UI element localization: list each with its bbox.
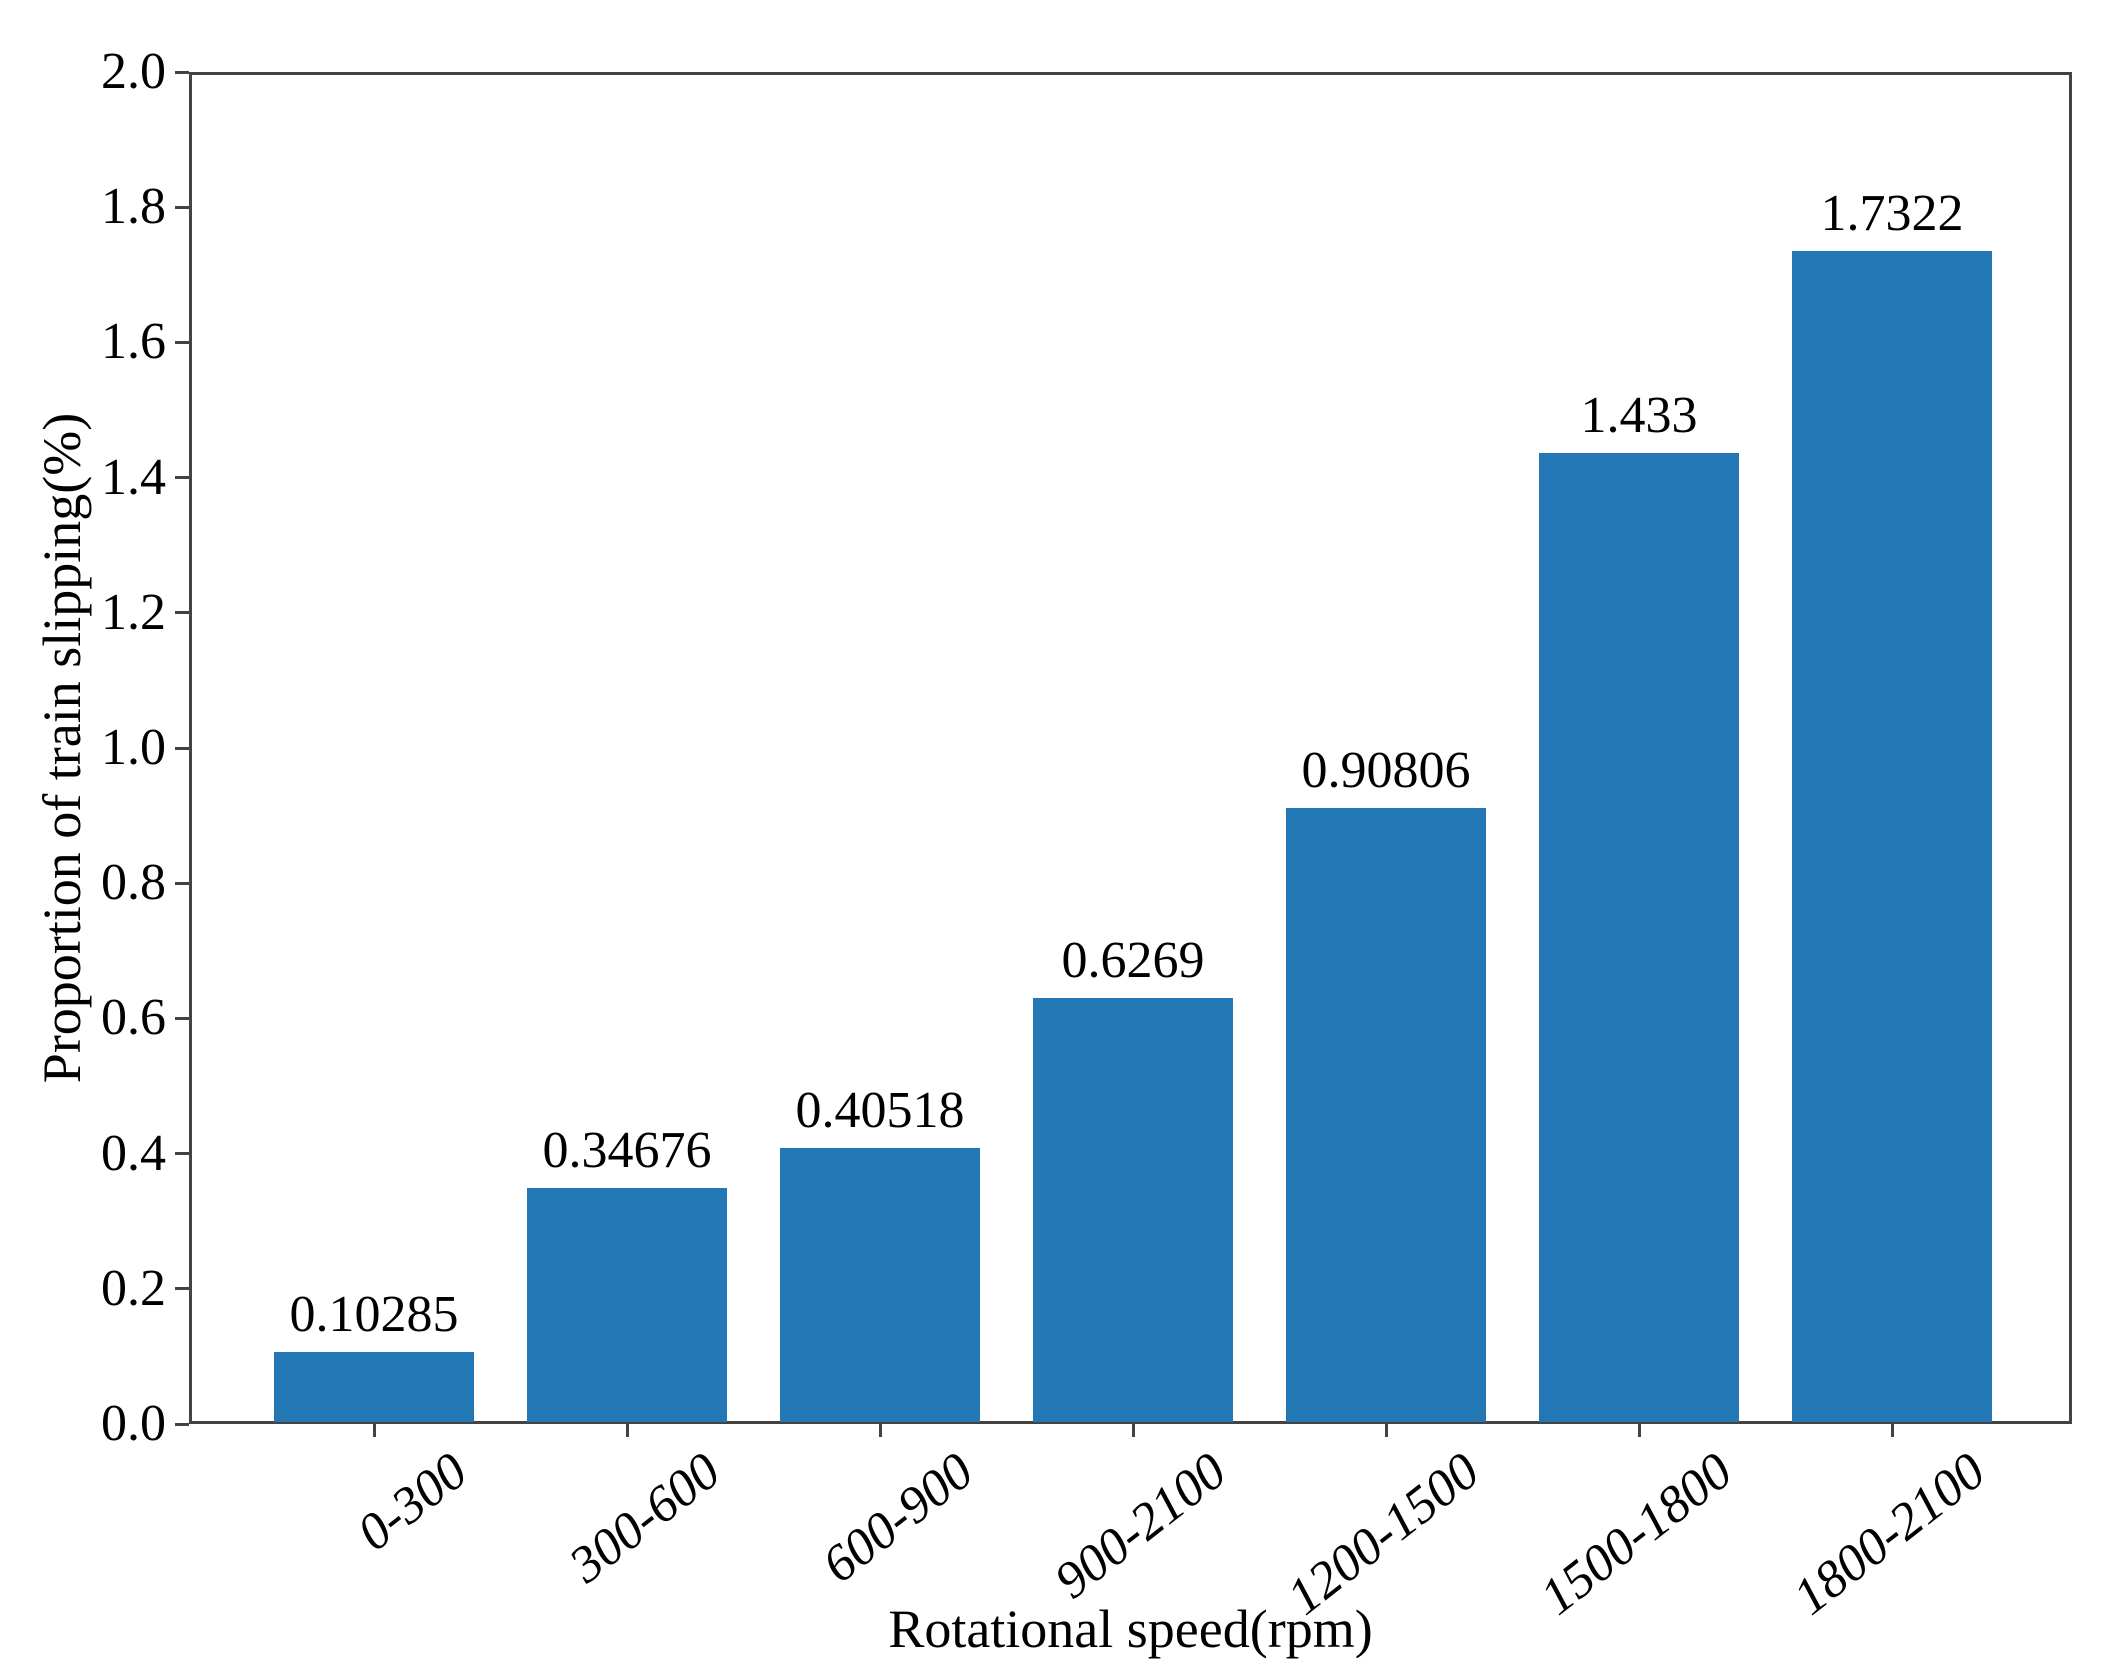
y-tick-label: 1.0 (101, 719, 166, 776)
bar (780, 1148, 980, 1422)
y-axis-tick (175, 746, 189, 750)
y-tick-label: 1.8 (101, 178, 166, 236)
y-tick-label: 0.6 (101, 989, 166, 1047)
bar-value-label: 0.40518 (795, 1082, 965, 1140)
y-axis-tick (175, 340, 189, 344)
x-axis-tick (372, 1424, 376, 1437)
x-axis-tick (1384, 1424, 1388, 1437)
y-tick-label: 0.4 (101, 1124, 166, 1182)
y-axis-tick (175, 476, 189, 480)
bar (1539, 453, 1739, 1422)
bar-value-label: 0.34676 (542, 1121, 712, 1179)
y-tick-label: 1.4 (101, 448, 166, 506)
x-axis-tick (625, 1424, 629, 1437)
y-axis-tick (175, 611, 189, 615)
x-axis-tick (878, 1424, 882, 1437)
y-axis-tick (175, 1152, 189, 1156)
bar-value-label: 0.6269 (1061, 932, 1205, 990)
bar (1286, 808, 1486, 1422)
x-axis-tick (1637, 1424, 1641, 1437)
bar-value-label: 1.7322 (1820, 185, 1964, 243)
y-tick-label: 1.6 (101, 313, 166, 371)
bar-value-label: 0.90806 (1301, 742, 1471, 800)
y-tick-label: 1.2 (101, 583, 166, 641)
y-tick-label: 0.2 (101, 1259, 166, 1317)
bar (274, 1352, 474, 1422)
y-tick-label: 0.0 (101, 1395, 166, 1452)
y-axis-tick (175, 1016, 189, 1020)
x-axis-tick (1131, 1424, 1135, 1437)
y-axis-tick (175, 205, 189, 209)
y-axis-tick (175, 881, 189, 885)
bar-value-label: 0.10285 (289, 1286, 459, 1344)
bar-value-label: 1.433 (1580, 387, 1698, 445)
bar (1792, 251, 1992, 1422)
x-axis-title: Rotational speed(rpm) (888, 1599, 1373, 1659)
y-tick-label: 0.8 (101, 854, 166, 912)
bar (1033, 998, 1233, 1422)
y-axis-tick (175, 1287, 189, 1291)
y-axis-tick (175, 70, 189, 74)
bar (527, 1187, 727, 1422)
y-tick-label: 2.0 (101, 43, 166, 100)
x-axis-tick (1890, 1424, 1894, 1437)
y-axis-tick (175, 1422, 189, 1426)
